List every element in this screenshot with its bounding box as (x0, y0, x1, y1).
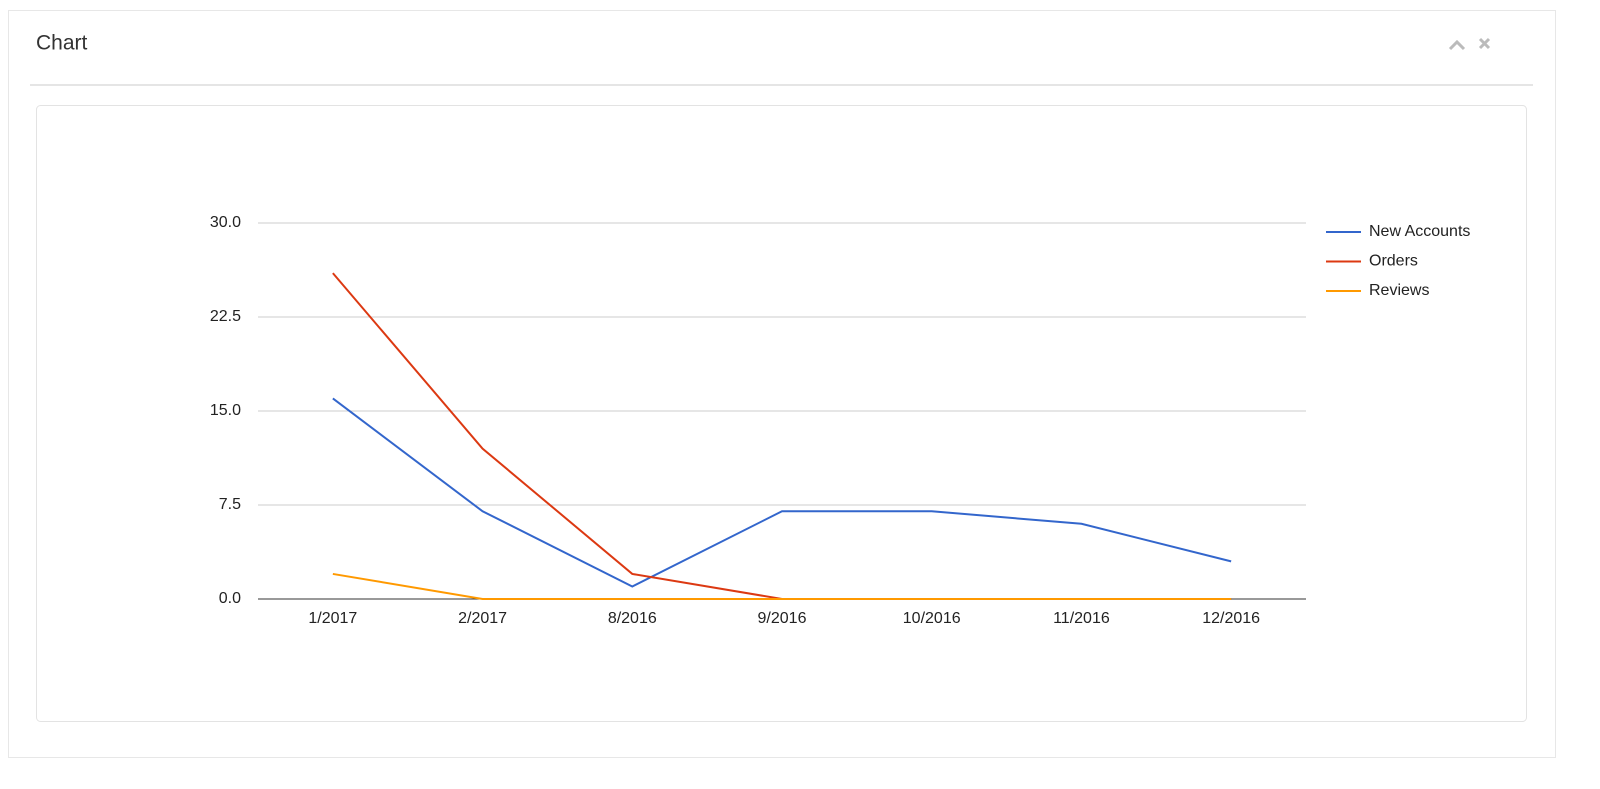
chart: 0.0 7.5 15.0 22.5 30.0 1/2017 2/2017 8/2016 9/20… (210, 214, 1471, 627)
close-icon[interactable] (1478, 37, 1491, 50)
y-tick-label: 7.5 (219, 496, 241, 513)
x-tick-label: 1/2017 (308, 610, 357, 627)
series-line (332, 572, 1232, 600)
y-tick-label: 15.0 (210, 402, 241, 419)
legend-label: Reviews (1369, 282, 1429, 299)
x-tick-label: 12/2016 (1202, 610, 1260, 627)
y-tick-label: 30.0 (210, 214, 241, 231)
chart-box (36, 105, 1527, 722)
legend-label: Orders (1369, 253, 1418, 270)
x-tick-label: 2/2017 (458, 610, 507, 627)
x-tick-label: 9/2016 (758, 610, 807, 627)
x-tick-label: 11/2016 (1053, 610, 1110, 627)
y-tick-label: 22.5 (210, 308, 241, 325)
x-tick-label: 8/2016 (608, 610, 657, 627)
legend-label: New Accounts (1369, 223, 1470, 240)
collapse-icon[interactable] (1448, 39, 1466, 51)
panel-title: Chart (36, 32, 88, 55)
y-tick-label: 0.0 (219, 590, 241, 607)
series-line (332, 397, 1232, 588)
x-tick-label: 10/2016 (903, 610, 961, 627)
